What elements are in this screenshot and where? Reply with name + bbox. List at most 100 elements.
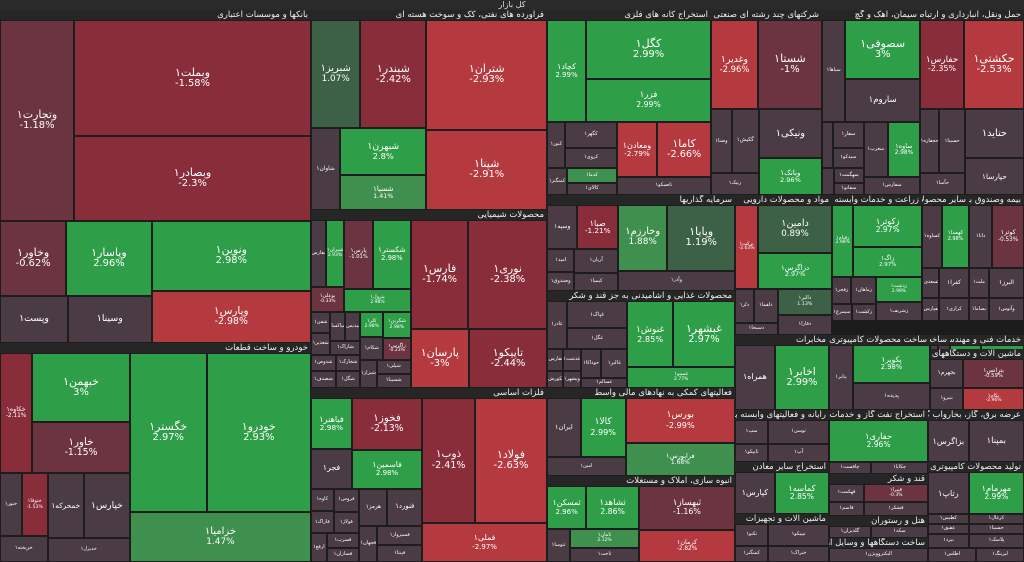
stock-cell[interactable]: شبندر۱ -2.42% [360,20,427,129]
stock-cell[interactable]: کفرا۱ [939,267,969,299]
stock-cell[interactable]: پکویر۱ 2.98% [853,345,930,383]
stock-cell[interactable]: غمینو۱ 2.77% [627,367,735,388]
stock-cell[interactable]: پترول۱ 2.98% [344,288,411,312]
stock-cell[interactable]: وآذر۱ [617,270,735,291]
stock-cell[interactable]: اطلس۱ [928,548,976,562]
sector-header[interactable]: استخراج کانه های فلزی [547,10,711,20]
sector-header[interactable]: مواد و محصولات دارویی [735,195,832,205]
stock-cell[interactable] [822,121,834,169]
stock-cell[interactable]: ثبهساز۱ -1.16% [638,486,735,530]
stock-cell[interactable]: غسالم۱ [580,377,628,388]
stock-cell[interactable]: کاوه۱ [311,488,334,512]
stock-cell[interactable]: شبریز۱ 1.07% [311,20,361,129]
stock-cell[interactable]: پارسان۱ -3% [410,328,469,388]
stock-cell[interactable]: شصدف۱ [311,371,336,388]
stock-cell[interactable]: فسبزوار۱ [377,525,423,546]
sector-header[interactable]: ساخت محصولات فلزی [930,335,950,345]
stock-cell[interactable]: وبملت۱ -1.58% [74,20,311,137]
stock-cell[interactable]: زاگ۱ 2.97% [853,246,922,278]
stock-cell[interactable]: سکه۱ [870,526,928,538]
stock-cell[interactable]: فزر۱ 2.99% [586,78,711,122]
stock-cell[interactable]: زکوثر۱ 2.97% [853,205,922,247]
stock-cell[interactable]: شبهرن۱ 2.8% [340,128,427,175]
stock-cell[interactable]: شخارک۱ [335,354,361,372]
sector-header[interactable]: ساخت محصولات کامپیوتری الکترونیکی و نوری [829,335,930,345]
stock-cell[interactable] [822,168,835,195]
sector-header[interactable]: ماشین آلات و دستگاههای برقی [930,349,1024,359]
stock-cell[interactable]: بوعلی۱ -0.33% [311,286,345,312]
stock-cell[interactable]: شسپا۱ 1.41% [340,174,427,210]
stock-cell[interactable]: غپاک۱ [566,301,628,329]
stock-cell[interactable]: کگل۱ 2.99% [586,20,711,79]
stock-cell[interactable]: فرابورس۱ 1.68% [625,443,735,476]
sector-header[interactable]: عرضه برق، گاز، بخاروآب گرم [928,410,1024,420]
sector-header[interactable]: رایانه و فعالیتهای وابسته به آن [735,410,829,420]
stock-cell[interactable]: بنیرو۱ [930,388,964,410]
sector-header[interactable]: استخراج نفت گاز و خدمات جنبی جز اکتشاف [829,410,928,420]
stock-cell[interactable]: فروس۱ [333,488,360,512]
sector-header[interactable]: سیمان، آهک و گچ [822,10,920,20]
stock-cell[interactable]: ثاخت۱ [570,547,639,562]
stock-cell[interactable]: ومعادن۱ -2.79% [616,121,658,177]
stock-cell[interactable]: خدیزل۱ [47,538,130,562]
stock-cell[interactable]: تاپیکو۱ -2.44% [468,328,547,388]
stock-cell[interactable]: حفاری۱ 2.96% [829,420,928,462]
stock-cell[interactable]: تاپیکو۱ [735,444,769,462]
stock-cell[interactable]: شسینا۱ [376,374,411,388]
stock-cell[interactable]: کدما۱ [567,168,617,183]
stock-cell[interactable]: دامین۱ 0.89% [758,205,832,254]
stock-cell[interactable]: فجر۱ [311,448,352,489]
stock-cell[interactable]: شکستر۱ 2.98% [373,220,411,289]
stock-cell[interactable]: زماهان۱ [851,277,876,305]
stock-cell[interactable]: کمنگنز۱ [735,545,769,562]
stock-cell[interactable]: ثمسکن۱ 2.96% [547,486,587,530]
stock-cell[interactable]: کمنگنز۱ [547,168,568,195]
stock-cell[interactable]: بورس۱ -2.99% [625,398,735,443]
stock-cell[interactable]: دزاگرس۱ 2.97% [758,253,832,289]
stock-cell[interactable]: عقیق۱ [928,524,969,534]
stock-cell[interactable]: فسازان۱ [326,547,360,562]
stock-cell[interactable]: مهرمام۱ 2.99% [968,472,1024,514]
stock-cell[interactable]: اخابر۱ 2.99% [774,345,829,410]
stock-cell[interactable]: ارفع۱ [311,533,327,562]
stock-cell[interactable]: کرمان۱ -2.82% [638,529,735,562]
stock-cell[interactable]: وسینا۱ [67,295,152,343]
stock-cell[interactable]: کلر۱ 2.98% [360,311,383,337]
stock-cell[interactable]: زدشت۱ 2.98% [875,277,922,303]
stock-cell[interactable]: فخوز۱ -2.13% [351,398,423,450]
stock-cell[interactable]: فولاژ۱ [333,511,360,534]
stock-cell[interactable]: وتجارت۱ -1.18% [0,20,74,222]
stock-cell[interactable]: بمپنا۱ [968,420,1024,462]
stock-cell[interactable]: وبانک۱ 2.96% [758,158,822,195]
stock-cell[interactable]: خزامیا۱ 1.47% [129,512,311,562]
stock-cell[interactable]: دلقما۱ [753,288,778,324]
stock-cell[interactable]: خپارس۱ [83,473,130,539]
sector-header[interactable]: خودرو و ساخت قطعات [0,343,311,353]
stock-cell[interactable]: سپاها۱ [822,20,846,122]
sector-header[interactable]: قند و شکر [829,474,928,484]
stock-cell[interactable]: قپیرا۱ -0.3% [863,484,928,503]
stock-cell[interactable]: ثشاهد۱ 2.86% [586,486,639,530]
stock-cell[interactable]: بجهرم۱ [930,359,964,389]
stock-cell[interactable]: خکاوه۱ -2.11% [0,353,33,474]
sector-header[interactable]: سرمایه گذاریها [547,195,735,205]
stock-cell[interactable]: پدیده۱ [853,382,930,410]
stock-cell[interactable]: شکربن۱ 2.98% [383,311,411,338]
stock-cell[interactable]: وغدیر۱ -2.96% [711,20,758,110]
stock-cell[interactable]: شاراک۱ [330,340,361,355]
stock-cell[interactable]: ونوین۱ 2.98% [151,221,311,291]
sector-header[interactable]: ماشین آلات و تجهیزات [735,514,829,524]
stock-cell[interactable]: نوری۱ -2.38% [468,220,547,329]
stock-cell[interactable]: کسعدی۱ [922,267,939,298]
stock-cell[interactable]: حسینا۱ [939,109,965,174]
stock-cell[interactable]: دسبحا۱ [735,323,778,335]
stock-cell[interactable]: غاذر۱ [547,301,567,350]
stock-cell[interactable]: صبا۱ -1.21% [577,205,618,250]
stock-cell[interactable]: غبشهر۱ 2.97% [672,301,735,368]
stock-cell[interactable]: شاوان۱ [311,128,341,210]
stock-cell[interactable]: چافست۱ [829,462,871,474]
stock-cell[interactable]: خودرو۱ 2.93% [206,353,311,513]
stock-cell[interactable]: حسینا۱ [968,524,1024,534]
stock-cell[interactable]: شپاکسا۱ [330,311,346,341]
stock-cell[interactable]: خبهمن۱ 3% [32,353,130,422]
